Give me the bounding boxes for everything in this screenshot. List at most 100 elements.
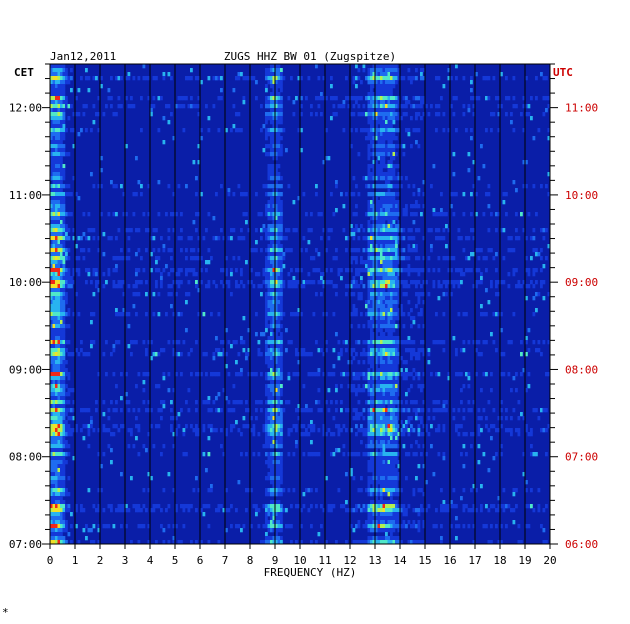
heatmap-cell <box>267 312 271 317</box>
heatmap-cell <box>402 324 406 329</box>
heatmap-cell <box>535 252 538 257</box>
heatmap-cell <box>367 488 371 493</box>
heatmap-cell <box>377 392 381 397</box>
heatmap-cell <box>410 444 413 449</box>
heatmap-cell <box>312 452 316 457</box>
heatmap-cell <box>355 340 358 345</box>
heatmap-cell <box>510 340 513 345</box>
heatmap-cell <box>57 432 61 437</box>
heatmap-cell <box>267 416 271 421</box>
heatmap-cell <box>122 192 126 197</box>
heatmap-cell <box>200 128 203 133</box>
heatmap-cell <box>55 288 58 293</box>
heatmap-cell <box>120 248 123 253</box>
heatmap-cell <box>60 200 63 205</box>
heatmap-cell <box>132 408 136 413</box>
heatmap-cell <box>155 256 158 261</box>
heatmap-cell <box>382 96 386 101</box>
heatmap-cell <box>130 352 133 357</box>
heatmap-cell <box>375 304 378 309</box>
heatmap-cell <box>372 392 376 397</box>
heatmap-cell <box>325 312 328 317</box>
heatmap-cell <box>120 104 123 109</box>
heatmap-cell <box>402 256 406 261</box>
heatmap-cell <box>387 168 391 173</box>
heatmap-cell <box>330 504 333 509</box>
heatmap-cell <box>475 192 478 197</box>
heatmap-cell <box>55 96 58 101</box>
heatmap-cell <box>365 268 368 273</box>
heatmap-cell <box>270 436 273 441</box>
heatmap-cell <box>275 424 278 429</box>
heatmap-cell <box>500 104 503 109</box>
heatmap-cell <box>422 444 426 449</box>
heatmap-cell <box>387 372 391 377</box>
heatmap-cell <box>272 184 276 189</box>
heatmap-cell <box>272 484 276 489</box>
heatmap-cell <box>392 384 396 389</box>
heatmap-cell <box>55 320 58 325</box>
heatmap-cell <box>202 352 206 357</box>
heatmap-cell <box>512 248 516 253</box>
heatmap-cell <box>375 200 378 205</box>
heatmap-cell <box>197 144 201 149</box>
heatmap-cell <box>112 408 116 413</box>
heatmap-cell <box>245 424 248 429</box>
heatmap-cell <box>367 432 371 437</box>
heatmap-cell <box>532 284 536 289</box>
heatmap-cell <box>542 112 546 117</box>
heatmap-cell <box>475 72 478 77</box>
heatmap-cell <box>60 328 63 333</box>
heatmap-cell <box>380 72 383 77</box>
heatmap-cell <box>367 300 371 305</box>
heatmap-cell <box>465 504 468 509</box>
heatmap-cell <box>215 428 218 433</box>
heatmap-cell <box>135 280 138 285</box>
heatmap-cell <box>280 400 283 405</box>
heatmap-cell <box>95 268 98 273</box>
heatmap-cell <box>387 76 391 81</box>
heatmap-cell <box>162 372 166 377</box>
heatmap-cell <box>375 408 378 413</box>
heatmap-cell <box>392 176 396 181</box>
heatmap-cell <box>270 120 273 125</box>
heatmap-cell <box>265 100 268 105</box>
heatmap-cell <box>345 76 348 81</box>
heatmap-cell <box>390 296 393 301</box>
heatmap-cell <box>125 76 128 81</box>
heatmap-cell <box>367 288 371 293</box>
heatmap-cell <box>380 88 383 93</box>
heatmap-cell <box>370 224 373 229</box>
heatmap-cell <box>375 260 378 265</box>
heatmap-cell <box>275 300 278 305</box>
heatmap-cell <box>267 288 271 293</box>
heatmap-cell <box>55 168 58 173</box>
heatmap-cell <box>457 312 461 317</box>
heatmap-cell <box>265 116 268 121</box>
heatmap-cell <box>277 264 281 269</box>
heatmap-cell <box>302 408 306 413</box>
heatmap-cell <box>65 252 68 257</box>
heatmap-cell <box>545 372 548 377</box>
heatmap-cell <box>345 192 348 197</box>
heatmap-cell <box>397 416 401 421</box>
heatmap-cell <box>272 412 276 417</box>
heatmap-cell <box>395 228 398 233</box>
heatmap-cell <box>62 284 66 289</box>
heatmap-cell <box>97 428 101 433</box>
heatmap-cell <box>270 96 273 101</box>
heatmap-cell <box>265 432 268 437</box>
heatmap-cell <box>57 264 61 269</box>
heatmap-cell <box>50 160 53 165</box>
heatmap-cell <box>377 212 381 217</box>
heatmap-cell <box>377 64 381 69</box>
heatmap-cell <box>392 364 396 369</box>
heatmap-cell <box>500 72 503 77</box>
heatmap-cell <box>152 248 156 253</box>
heatmap-cell <box>322 272 326 277</box>
heatmap-cell <box>405 96 408 101</box>
heatmap-cell <box>380 460 383 465</box>
heatmap-cell <box>407 504 411 509</box>
heatmap-cell <box>365 128 368 133</box>
heatmap-cell <box>117 280 121 285</box>
